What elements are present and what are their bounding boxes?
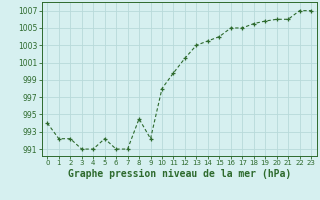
X-axis label: Graphe pression niveau de la mer (hPa): Graphe pression niveau de la mer (hPa) xyxy=(68,169,291,179)
